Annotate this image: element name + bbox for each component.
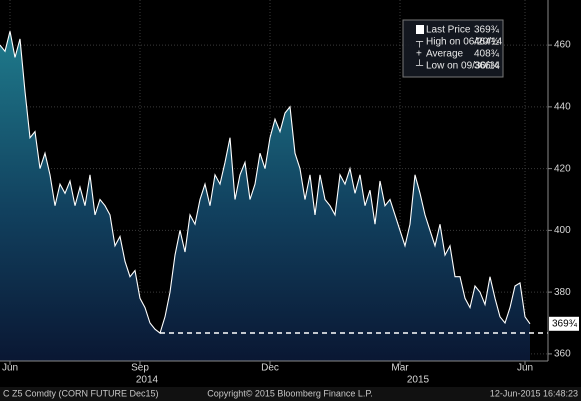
footer-right: 12-Jun-2015 16:48:23 (490, 388, 578, 398)
legend-swatch (416, 25, 424, 34)
last-price-tag (549, 316, 579, 331)
y-tick-label: 400 (554, 225, 571, 236)
year-label: 2014 (136, 375, 159, 386)
footer-bar (0, 387, 581, 401)
line (0, 31, 531, 335)
x-tick-label: Mar (391, 363, 409, 374)
last-price-label: 369¾ (552, 318, 578, 329)
y-tick-label: 420 (554, 163, 571, 174)
footer-left: C Z5 Comdty (CORN FUTURE Dec15) (3, 388, 159, 398)
legend-value: 366¾ (474, 61, 500, 72)
legend-value: 464½ (474, 37, 500, 48)
y-tick-label: 440 (554, 101, 571, 112)
area (0, 31, 530, 361)
y-tick-label: 360 (554, 349, 571, 360)
legend-label: Average (426, 49, 464, 60)
legend-label: High on 06/20/14 (426, 37, 503, 48)
legend-symbol: ┴ (415, 59, 424, 72)
legend-label: Last Price (426, 25, 471, 36)
year-label: 2015 (407, 375, 430, 386)
x-tick-label: Jun (2, 363, 18, 374)
footer-center: Copyright© 2015 Bloomberg Finance L.P. (207, 388, 373, 398)
legend-value: 408¾ (474, 49, 500, 60)
x-tick-label: Sep (131, 363, 149, 374)
legend-symbol: + (416, 49, 422, 60)
legend-label: Low on 09/30/14 (426, 61, 500, 72)
x-tick-label: Jun (517, 363, 533, 374)
y-tick-label: 460 (554, 40, 571, 51)
y-tick-label: 380 (554, 287, 571, 298)
legend-box (402, 19, 504, 78)
legend-symbol: ┬ (415, 37, 424, 48)
x-tick-label: Dec (261, 363, 279, 374)
legend-value: 369¾ (474, 25, 500, 36)
